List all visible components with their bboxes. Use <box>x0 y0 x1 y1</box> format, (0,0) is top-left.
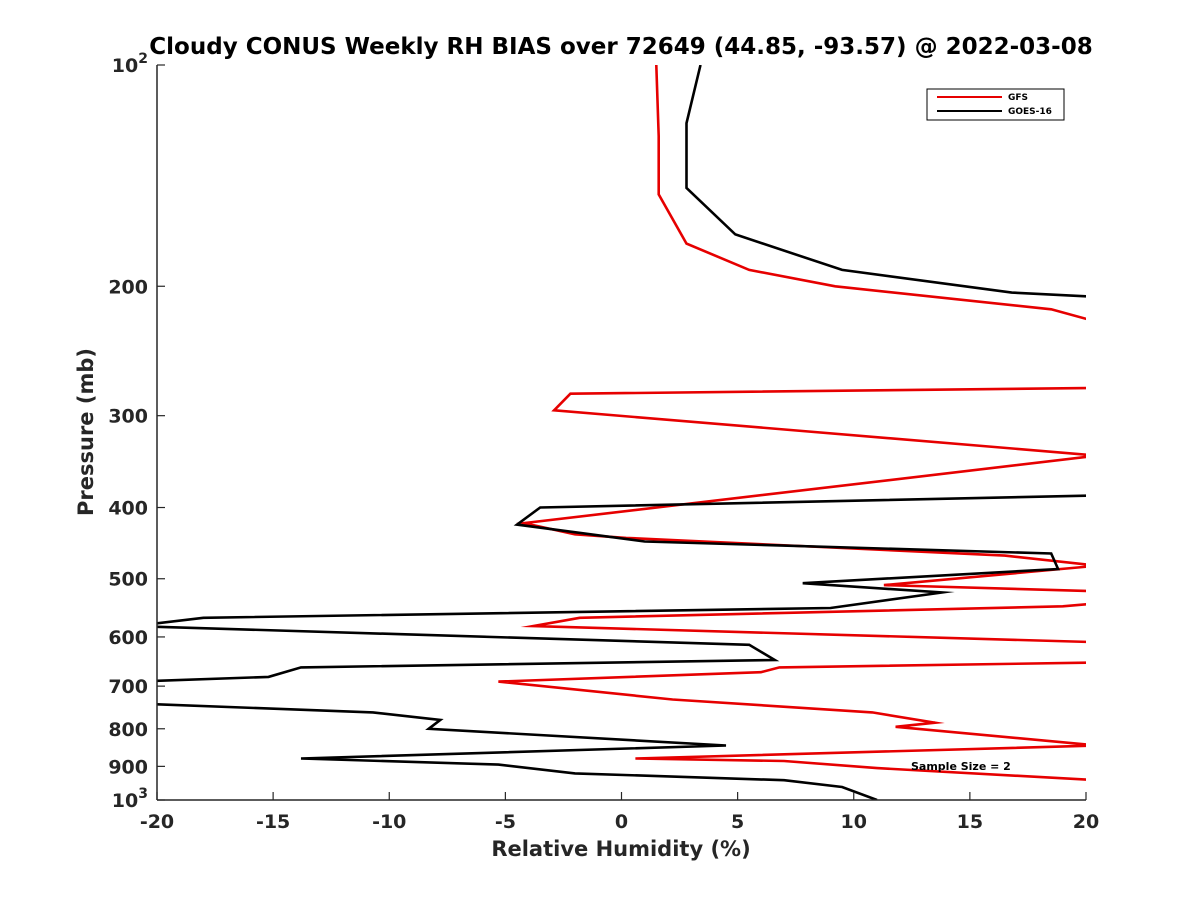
y-tick-label: 300 <box>108 406 148 428</box>
x-tick-label: 5 <box>731 811 744 833</box>
y-tick-label: 700 <box>108 676 148 698</box>
x-tick-label: -15 <box>256 811 290 833</box>
y-tick-label: 400 <box>108 498 148 520</box>
legend-box <box>926 88 1065 121</box>
y-tick-label: 600 <box>108 627 148 649</box>
y-axis-label: Pressure (mb) <box>74 348 98 516</box>
x-tick-label: 0 <box>615 811 628 833</box>
sample-size-annotation: Sample Size = 2 <box>911 760 1011 773</box>
chart-title: Cloudy CONUS Weekly RH BIAS over 72649 (… <box>149 34 1092 60</box>
y-tick-label: 500 <box>108 569 148 591</box>
series-line-gfs <box>498 65 1086 781</box>
x-tick-label: -20 <box>140 811 174 833</box>
series-line-goes16 <box>157 65 1086 800</box>
x-tick-label: 15 <box>957 811 983 833</box>
x-tick-label: 20 <box>1073 811 1099 833</box>
y-tick-label: 800 <box>108 719 148 741</box>
legend-label-gfs: GFS <box>1008 93 1028 103</box>
legend-label-goes16: GOES-16 <box>1008 107 1052 117</box>
legend: GFS GOES-16 <box>926 88 1065 121</box>
x-axis-label: Relative Humidity (%) <box>491 837 750 861</box>
y-tick-label: 900 <box>108 756 148 778</box>
x-tick-label: 10 <box>841 811 867 833</box>
x-tick-label: -10 <box>372 811 406 833</box>
y-tick-label: 200 <box>108 276 148 298</box>
y-tick-label: 103 <box>112 786 148 812</box>
y-tick-label: 102 <box>112 51 148 77</box>
x-tick-label: -5 <box>495 811 516 833</box>
